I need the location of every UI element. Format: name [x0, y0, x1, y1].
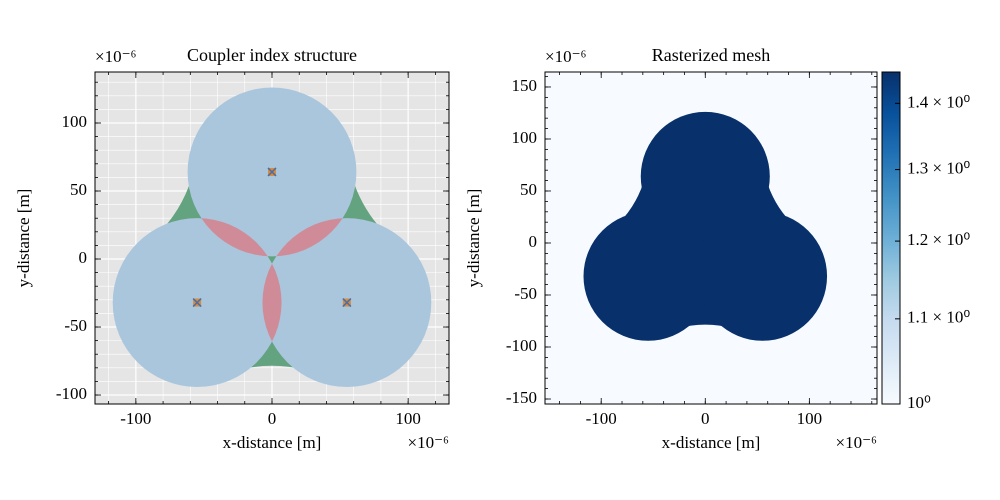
y-tick-label: -50: [64, 316, 87, 335]
y-tick-label: 50: [70, 180, 87, 199]
structure-core: [697, 211, 828, 341]
structure-core: [583, 211, 713, 341]
colorbar: [881, 71, 901, 405]
center-cross: [342, 298, 352, 308]
chart-title: Rasterized mesh: [652, 45, 770, 65]
y-tick-label: 0: [79, 248, 88, 267]
x-tick-label: -100: [120, 409, 151, 428]
y-tick-label: -100: [56, 384, 87, 403]
y-tick-label: -150: [506, 388, 537, 407]
colorbar-tick-label: 1.4 × 10⁰: [907, 92, 970, 111]
plot-area: [583, 111, 828, 341]
structure-core: [640, 111, 770, 241]
y-axis-label: y-distance [m]: [14, 189, 33, 288]
chart-title: Coupler index structure: [187, 45, 357, 65]
y-tick-label: 0: [529, 232, 538, 251]
x-tick-label: 100: [395, 409, 421, 428]
x-tick-label: 0: [701, 409, 710, 428]
colorbar-tick-label: 1.3 × 10⁰: [907, 158, 970, 177]
y-tick-label: 150: [512, 76, 538, 95]
colorbar-tick-label: 1.1 × 10⁰: [907, 308, 970, 327]
center-cross: [192, 298, 202, 308]
y-multiplier: ×10⁻⁶: [545, 47, 587, 66]
y-tick-label: 100: [62, 112, 88, 131]
x-tick-label: -100: [586, 409, 617, 428]
colorbar-tick-label: 1.2 × 10⁰: [907, 230, 970, 249]
x-axis-label: x-distance [m]: [223, 433, 322, 452]
x-tick-label: 0: [268, 409, 277, 428]
center-cross: [267, 167, 277, 177]
x-axis-label: x-distance [m]: [662, 433, 761, 452]
subplot: -100 0 100 -100 -50 0 50 100 Coupler index struc…: [14, 45, 450, 452]
axes-frame: [94, 71, 450, 405]
subplot: 10⁰ 1.1 × 10⁰ 1.2 × 10⁰ 1.3 × 10⁰ 1.4 × 10⁰ -…: [464, 45, 970, 452]
y-multiplier: ×10⁻⁶: [95, 47, 137, 66]
y-tick-label: -100: [506, 336, 537, 355]
x-multiplier: ×10⁻⁶: [408, 433, 450, 452]
colorbar-tick-label: 10⁰: [907, 393, 931, 412]
plot-area: [95, 72, 449, 404]
y-axis-label: y-distance [m]: [464, 189, 483, 288]
x-tick-label: 100: [797, 409, 823, 428]
x-multiplier: ×10⁻⁶: [836, 433, 878, 452]
axes-frame: [544, 71, 878, 405]
y-tick-label: -50: [514, 284, 537, 303]
y-tick-label: 100: [512, 128, 538, 147]
y-tick-label: 50: [520, 180, 537, 199]
